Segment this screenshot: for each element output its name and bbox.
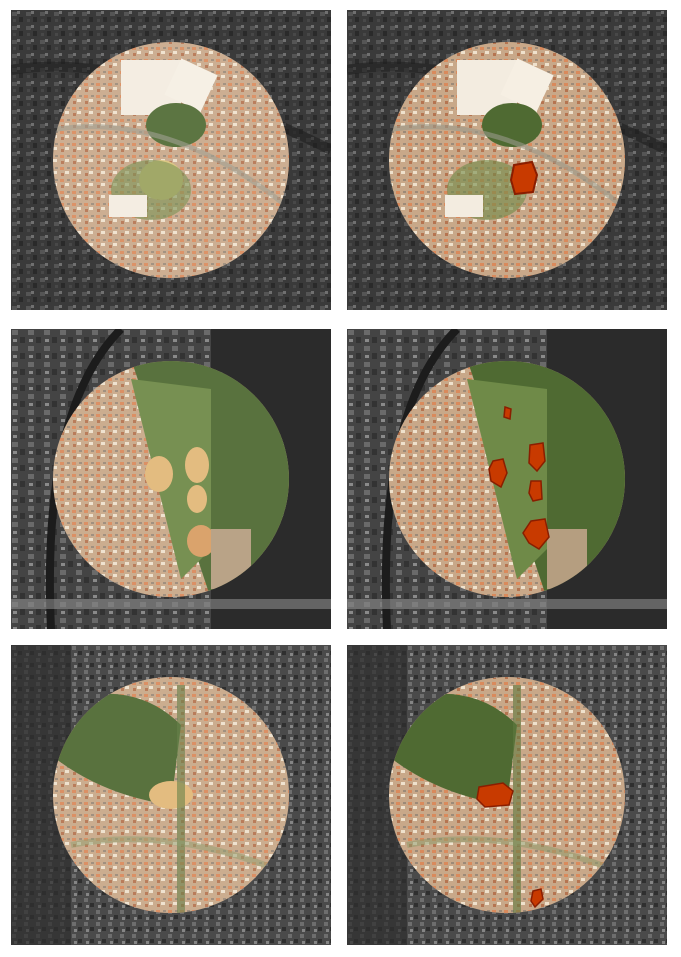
satellite-tile-row2-input xyxy=(11,329,331,629)
satellite-image xyxy=(11,329,331,629)
satellite-tile-row1-prediction xyxy=(347,10,667,310)
satellite-image-with-mask xyxy=(347,10,667,310)
satellite-tile-row3-input xyxy=(11,645,331,945)
satellite-image-with-mask xyxy=(347,645,667,945)
predicted-mask-regions xyxy=(488,405,550,550)
predicted-mask-region xyxy=(509,160,539,196)
satellite-image xyxy=(11,645,331,945)
satellite-image-with-mask xyxy=(347,329,667,629)
satellite-image xyxy=(11,10,331,310)
satellite-tile-row1-input xyxy=(11,10,331,310)
satellite-tile-row2-prediction xyxy=(347,329,667,629)
predicted-mask-regions xyxy=(476,782,544,909)
satellite-tile-row3-prediction xyxy=(347,645,667,945)
